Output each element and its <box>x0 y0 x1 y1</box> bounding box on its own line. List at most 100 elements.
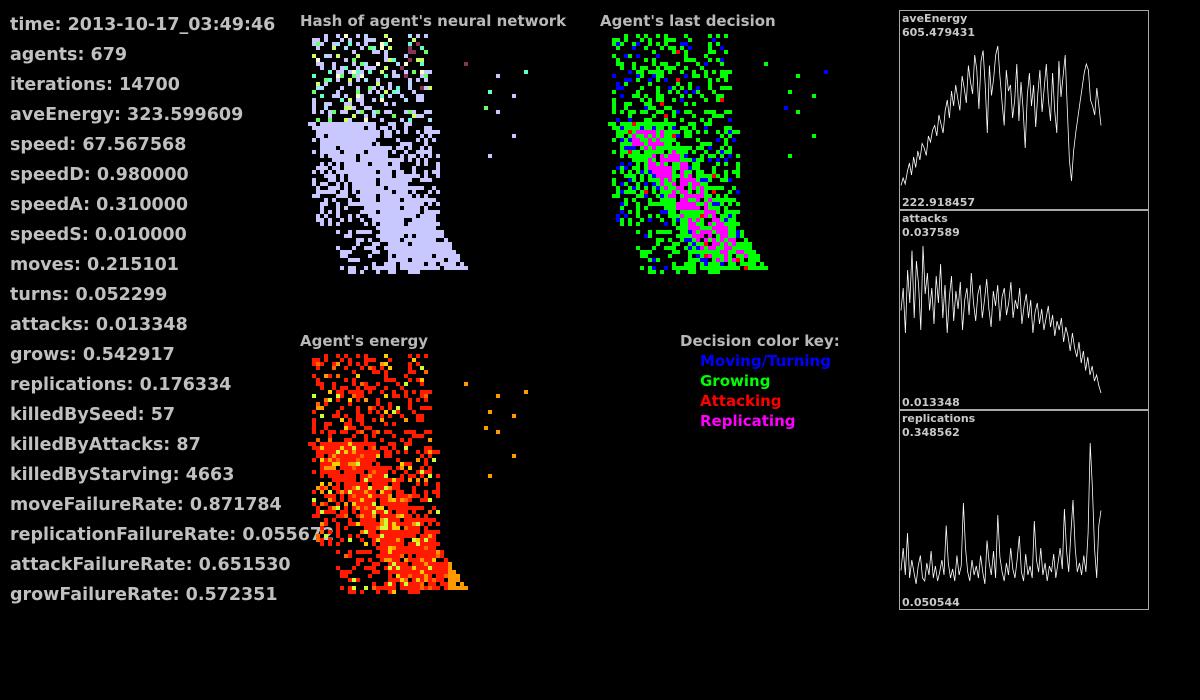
agent-cell <box>640 38 644 42</box>
agent-cell <box>672 266 676 270</box>
agent-cell <box>360 138 364 142</box>
agent-cell <box>616 186 620 190</box>
agent-cell <box>348 78 352 82</box>
agent-cell <box>724 198 728 202</box>
agent-cell <box>368 534 372 538</box>
agent-cell <box>348 146 352 150</box>
agent-cell <box>352 482 356 486</box>
agent-cell <box>696 130 700 134</box>
agent-cell <box>728 242 732 246</box>
agent-cell <box>728 154 732 158</box>
agent-cell <box>424 198 428 202</box>
agent-cell <box>668 66 672 70</box>
agent-cell <box>648 198 652 202</box>
agent-cell <box>684 130 688 134</box>
agent-cell <box>648 178 652 182</box>
agent-cell <box>620 218 624 222</box>
hash-panel-title: Hash of agent's neural network <box>300 12 567 30</box>
agent-cell <box>368 498 372 502</box>
agent-cell <box>352 202 356 206</box>
agent-cell <box>372 358 376 362</box>
agent-cell <box>716 222 720 226</box>
agent-cell <box>376 158 380 162</box>
agent-cell <box>416 222 420 226</box>
agent-cell <box>404 214 408 218</box>
agent-cell <box>344 526 348 530</box>
agent-cell <box>420 74 424 78</box>
agent-cell <box>344 146 348 150</box>
agent-cell <box>412 246 416 250</box>
agent-cell <box>660 186 664 190</box>
agent-cell <box>432 450 436 454</box>
agent-cell <box>396 410 400 414</box>
agent-cell <box>368 466 372 470</box>
agent-cell <box>388 266 392 270</box>
agent-cell <box>624 82 628 86</box>
agent-cell <box>700 226 704 230</box>
agent-cell <box>420 434 424 438</box>
agent-cell <box>372 86 376 90</box>
agent-cell <box>684 50 688 54</box>
agent-cell <box>424 110 428 114</box>
agent-cell <box>376 110 380 114</box>
agent-cell <box>344 150 348 154</box>
agent-cell <box>396 162 400 166</box>
agent-cell <box>708 50 712 54</box>
agent-cell <box>704 150 708 154</box>
agent-cell <box>396 166 400 170</box>
agent-cell <box>428 218 432 222</box>
agent-cell <box>432 210 436 214</box>
agent-cell <box>676 218 680 222</box>
agent-cell <box>360 494 364 498</box>
agent-cell <box>652 190 656 194</box>
agent-cell <box>460 582 464 586</box>
agent-cell <box>420 414 424 418</box>
agent-cell <box>364 566 368 570</box>
agent-cell <box>400 222 404 226</box>
energy-panel-title: Agent's energy <box>300 332 429 350</box>
agent-cell <box>644 142 648 146</box>
agent-cell <box>392 178 396 182</box>
agent-cell <box>388 478 392 482</box>
agent-cell <box>384 206 388 210</box>
agent-cell <box>608 122 612 126</box>
agent-cell <box>360 466 364 470</box>
agent-cell <box>332 446 336 450</box>
agent-cell <box>392 558 396 562</box>
agent-cell <box>408 430 412 434</box>
agent-cell <box>412 490 416 494</box>
agent-cell <box>356 130 360 134</box>
agent-cell <box>436 166 440 170</box>
agent-cell <box>392 478 396 482</box>
agent-cell <box>648 174 652 178</box>
agent-cell <box>728 250 732 254</box>
agent-cell <box>408 234 412 238</box>
agent-cell <box>668 38 672 42</box>
agent-cell <box>340 98 344 102</box>
agent-cell <box>688 230 692 234</box>
agent-cell <box>424 586 428 590</box>
agent-cell <box>352 378 356 382</box>
agent-cell <box>708 266 712 270</box>
agent-cell <box>372 190 376 194</box>
agent-cell <box>388 246 392 250</box>
agent-cell <box>416 138 420 142</box>
agent-cell <box>408 78 412 82</box>
agent-cell <box>460 586 464 590</box>
agent-cell <box>328 110 332 114</box>
agent-cell <box>448 586 452 590</box>
agent-cell <box>732 242 736 246</box>
agent-cell <box>680 166 684 170</box>
agent-cell <box>328 510 332 514</box>
agent-cell <box>684 238 688 242</box>
agent-cell <box>328 150 332 154</box>
agent-cell <box>376 82 380 86</box>
agent-cell <box>404 266 408 270</box>
agent-cell <box>636 34 640 38</box>
agent-cell <box>332 450 336 454</box>
agent-cell <box>708 58 712 62</box>
agent-cell <box>616 82 620 86</box>
agent-cell <box>700 258 704 262</box>
agent-cell <box>424 254 428 258</box>
agent-cell <box>448 242 452 246</box>
